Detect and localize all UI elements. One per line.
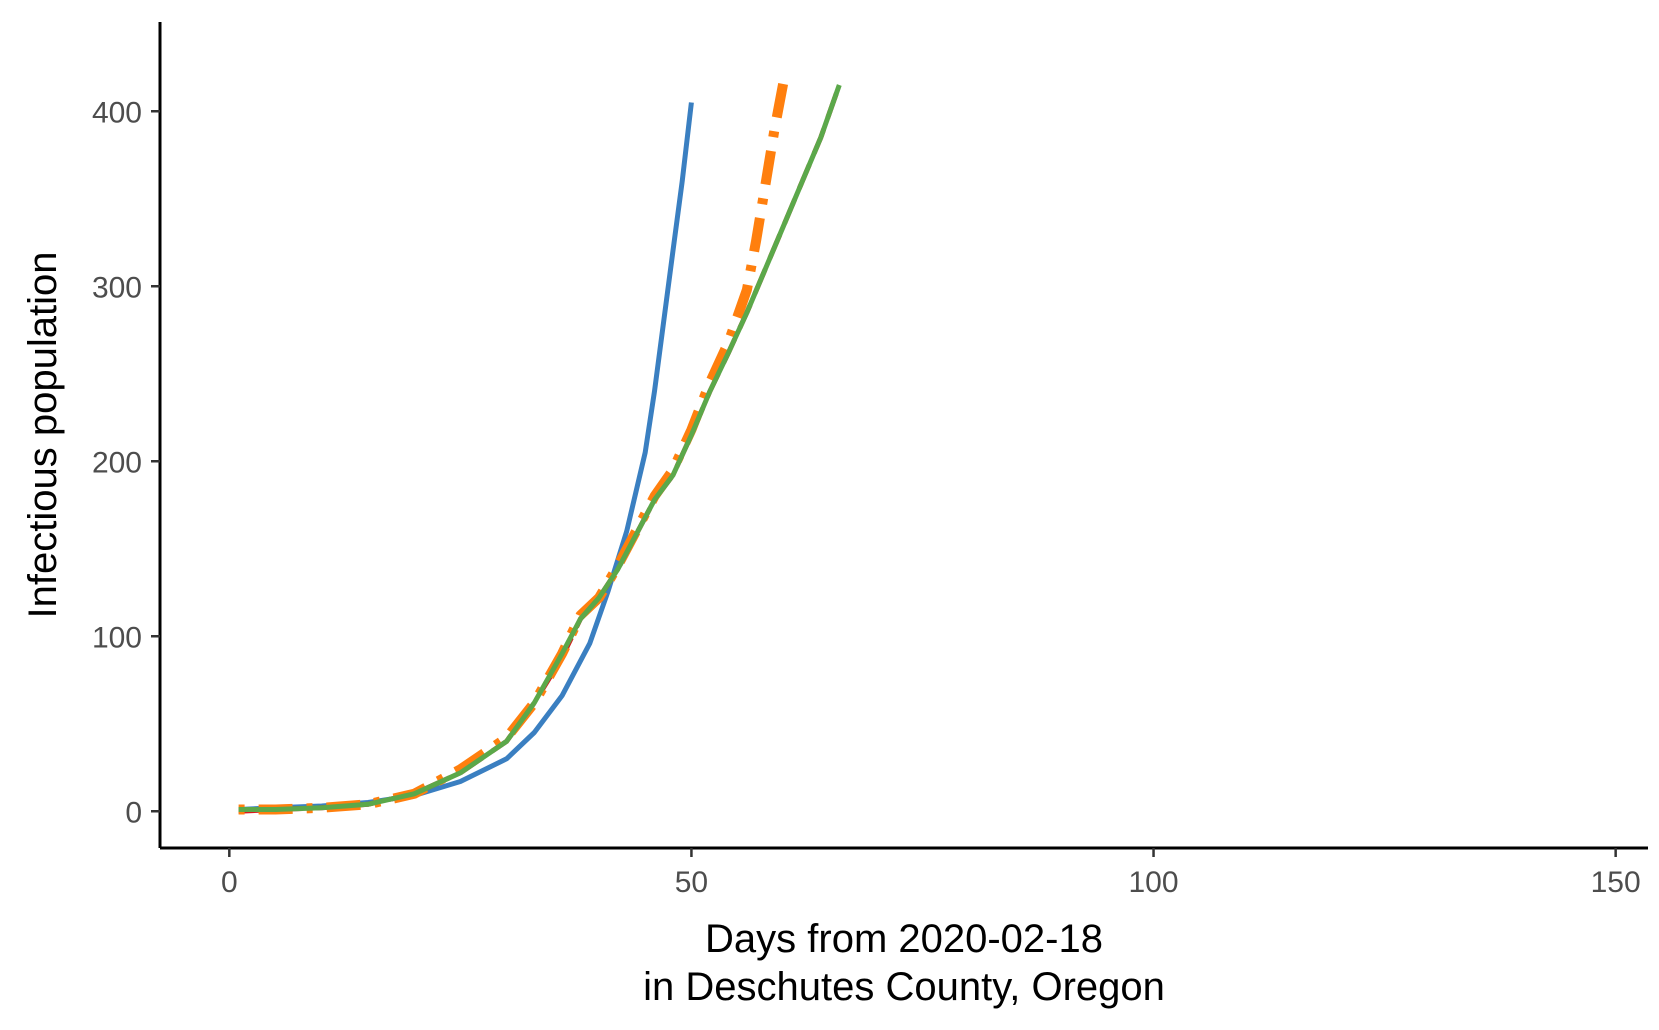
x-tick-label: 150 <box>1591 866 1641 899</box>
series-line-green-solid <box>238 84 842 812</box>
y-tick-label: 400 <box>92 96 142 129</box>
y-tick-label: 200 <box>92 446 142 479</box>
y-tick-label: 0 <box>125 796 142 829</box>
y-ticks: 0 100 200 300 400 <box>92 96 160 829</box>
series-line-orange-dotdash <box>238 78 789 815</box>
series-layer <box>238 78 842 815</box>
series-line-blue-solid <box>238 102 694 812</box>
x-axis-title-line-2: in Deschutes County, Oregon <box>643 965 1165 1009</box>
y-axis-title: Infectious population <box>21 252 65 619</box>
x-tick-label: 100 <box>1129 866 1179 899</box>
y-tick-label: 300 <box>92 271 142 304</box>
x-ticks: 0 50 100 150 <box>221 848 1641 899</box>
y-tick-label: 100 <box>92 621 142 654</box>
series-line-red-dashed <box>238 84 842 814</box>
x-tick-label: 0 <box>221 866 238 899</box>
x-tick-label: 50 <box>675 866 708 899</box>
x-axis-title-line-1: Days from 2020-02-18 <box>705 917 1103 961</box>
